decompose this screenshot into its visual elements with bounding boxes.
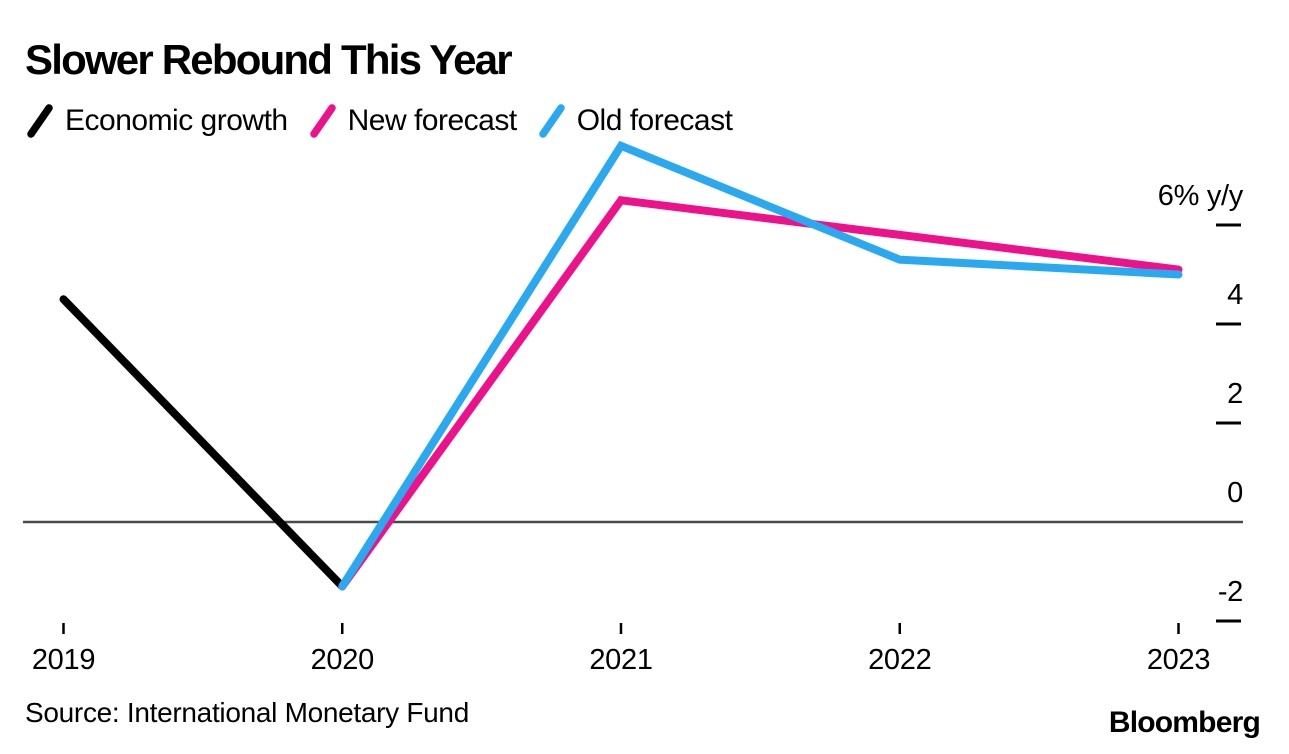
legend-swatch-old-forecast-icon [538, 104, 565, 138]
y-axis-label: 6% y/y [1157, 180, 1244, 212]
y-axis-label: 0 [1227, 477, 1243, 509]
y-axis-label: 2 [1227, 378, 1243, 410]
x-axis-label: 2019 [31, 644, 96, 676]
legend-swatch-line [27, 104, 53, 138]
x-axis-label: 2020 [310, 644, 375, 676]
y-axis-label: -2 [1217, 576, 1243, 608]
legend-swatch-economic-growth-icon [27, 104, 53, 138]
legend-label: New forecast [347, 104, 518, 137]
chart-title: Slower Rebound This Year [25, 36, 513, 83]
legend-swatch-line [309, 104, 336, 138]
series-line-old-forecast [338, 140, 1183, 591]
source-note: Source: International Monetary Fund [25, 697, 469, 728]
series-line-economic-growth [59, 295, 347, 591]
legend-swatch-line [538, 104, 565, 138]
bloomberg-logo: Bloomberg [1108, 706, 1261, 739]
legend-label: Old forecast [576, 104, 733, 137]
y-axis-label: 4 [1227, 279, 1243, 311]
legend-label: Economic growth [65, 104, 288, 137]
x-axis-label: 2023 [1146, 644, 1211, 676]
x-axis-label: 2021 [589, 644, 653, 676]
legend: Economic growth New forecast Old forecas… [26, 103, 733, 139]
legend-item-new-forecast: New forecast [309, 103, 517, 139]
legend-item-old-forecast: Old forecast [538, 103, 733, 139]
x-axis-label: 2022 [868, 644, 932, 676]
legend-item-economic-growth: Economic growth [26, 103, 288, 139]
series-line-new-forecast [338, 195, 1183, 591]
legend-swatch-new-forecast-icon [309, 104, 336, 138]
